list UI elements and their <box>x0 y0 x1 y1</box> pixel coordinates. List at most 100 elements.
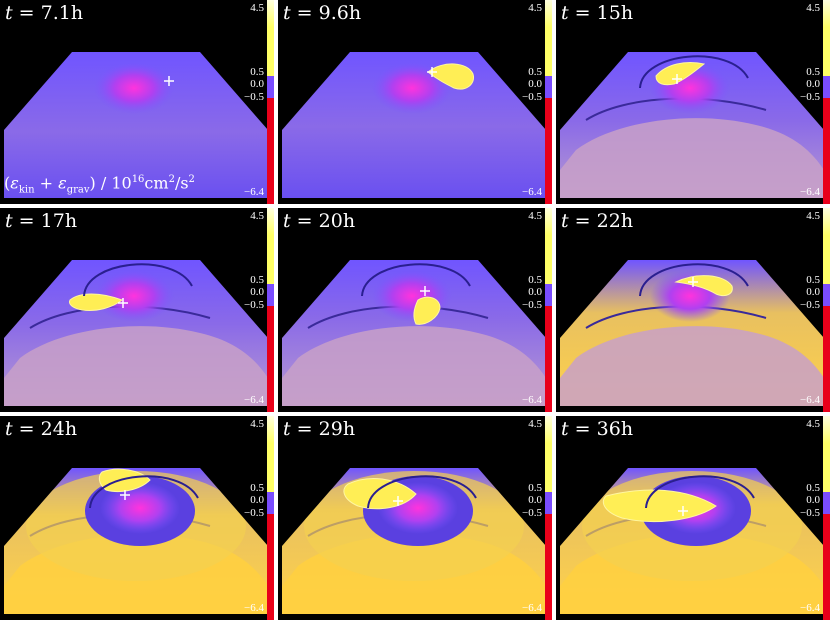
quantity-label-part: 2 <box>188 174 195 185</box>
colorbar-tick: −6.4 <box>244 394 264 406</box>
time-variable: t <box>5 2 13 24</box>
snapshot-panel: t = 7.1h 4.5 0.5 0.0 −0.5 −6.4 (εkin + εgrav) … <box>0 0 274 204</box>
colorbar-tick: 0.5 <box>528 274 542 286</box>
unbound-region <box>4 326 268 406</box>
center-marker <box>164 76 174 86</box>
time-value: 9.6h <box>318 2 362 24</box>
center-marker <box>393 496 403 506</box>
time-variable: t <box>5 418 13 440</box>
quantity-label-part: ε <box>10 173 19 193</box>
quantity-label-part: kin <box>18 184 35 196</box>
snapshot-panel: t = 24h 4.5 0.5 0.0 −0.5 −6.4 <box>0 416 274 620</box>
ejecta-arm <box>413 296 441 325</box>
simulation-render <box>4 260 268 406</box>
colorbar-tick: −0.5 <box>522 507 542 519</box>
colorbar-tick: 4.5 <box>528 418 542 430</box>
colorbar-tick: 0.5 <box>250 274 264 286</box>
colorbar-tick: −0.5 <box>800 91 820 103</box>
time-value: 29h <box>318 418 356 440</box>
colorbar-tick: 4.5 <box>250 418 264 430</box>
colorbar <box>545 416 552 620</box>
time-variable: t <box>5 210 13 232</box>
colorbar <box>823 416 830 620</box>
colorbar-tick: 0.0 <box>528 286 542 298</box>
colorbar-tick: −6.4 <box>800 602 820 614</box>
equals-sign: = <box>12 2 41 24</box>
ejecta-arm <box>655 62 706 86</box>
colorbar-tick: 0.0 <box>250 78 264 90</box>
colorbar-tick: 4.5 <box>250 2 264 14</box>
time-variable: t <box>561 418 569 440</box>
quantity-label-part: ε <box>58 173 67 193</box>
colorbar-tick: 0.5 <box>250 482 264 494</box>
colorbar-tick: 0.5 <box>528 66 542 78</box>
colorbar <box>823 208 830 412</box>
quantity-label-part: + <box>34 173 59 193</box>
colorbar-tick: 0.0 <box>250 286 264 298</box>
colorbar-tick: 4.5 <box>806 2 820 14</box>
simulation-render <box>4 52 268 198</box>
domain-hexagon <box>282 52 546 198</box>
time-value: 20h <box>318 210 356 232</box>
time-variable: t <box>561 210 569 232</box>
colorbar-tick: 0.0 <box>528 78 542 90</box>
time-label: t = 29h <box>283 418 355 440</box>
colorbar-tick: 0.0 <box>528 494 542 506</box>
simulation-render <box>282 468 546 614</box>
simulation-render <box>560 260 824 406</box>
quantity-label-part: grav <box>66 184 90 196</box>
ejecta-arm <box>69 293 124 311</box>
equals-sign: = <box>290 2 319 24</box>
colorbar-tick: 0.5 <box>250 66 264 78</box>
quantity-label-part: ( <box>4 173 11 193</box>
simulation-render <box>560 468 824 614</box>
colorbar-tick: −6.4 <box>244 186 264 198</box>
quantity-label: (εkin + εgrav) / 1016cm2/s2 <box>4 170 195 201</box>
unbound-region <box>282 326 546 406</box>
time-label: t = 9.6h <box>283 2 361 24</box>
unbound-region <box>560 118 824 198</box>
time-value: 17h <box>40 210 78 232</box>
quantity-label-part: 16 <box>131 174 145 185</box>
colorbar-tick: −6.4 <box>800 394 820 406</box>
colorbar-tick: −6.4 <box>522 186 542 198</box>
snapshot-panel: t = 17h 4.5 0.5 0.0 −0.5 −6.4 <box>0 208 274 412</box>
colorbar-tick: 4.5 <box>250 210 264 222</box>
snapshot-panel: t = 22h 4.5 0.5 0.0 −0.5 −6.4 <box>556 208 830 412</box>
snapshot-panel: t = 36h 4.5 0.5 0.0 −0.5 −6.4 <box>556 416 830 620</box>
equals-sign: = <box>12 418 41 440</box>
colorbar-tick: 0.0 <box>806 286 820 298</box>
colorbar-tick: 0.5 <box>806 482 820 494</box>
colorbar-tick: −0.5 <box>800 299 820 311</box>
time-value: 36h <box>596 418 634 440</box>
center-marker <box>420 286 430 296</box>
colorbar-tick: 0.5 <box>806 66 820 78</box>
colorbar-tick: −6.4 <box>522 602 542 614</box>
center-marker <box>427 67 437 77</box>
simulation-render <box>4 468 268 614</box>
quantity-label-part: cm <box>144 173 169 193</box>
colorbar-tick: −6.4 <box>522 394 542 406</box>
core <box>94 62 174 114</box>
colorbar <box>267 0 274 204</box>
time-label: t = 22h <box>561 210 633 232</box>
ejecta-arm <box>98 468 151 493</box>
ejecta-arm <box>427 63 475 90</box>
snapshot-panel: t = 29h 4.5 0.5 0.0 −0.5 −6.4 <box>278 416 552 620</box>
colorbar <box>267 208 274 412</box>
time-label: t = 20h <box>283 210 355 232</box>
quantity-label-part: ) / 10 <box>89 173 132 193</box>
equals-sign: = <box>568 418 597 440</box>
snapshot-panel: t = 20h 4.5 0.5 0.0 −0.5 −6.4 <box>278 208 552 412</box>
colorbar-tick: −0.5 <box>522 299 542 311</box>
time-value: 7.1h <box>40 2 84 24</box>
colorbar <box>823 0 830 204</box>
simulation-render <box>282 52 546 198</box>
ejecta-arm <box>602 489 717 523</box>
colorbar-tick: −6.4 <box>244 602 264 614</box>
colorbar-tick: −0.5 <box>244 507 264 519</box>
center-marker <box>678 506 688 516</box>
time-variable: t <box>283 2 291 24</box>
center-marker <box>118 298 128 308</box>
